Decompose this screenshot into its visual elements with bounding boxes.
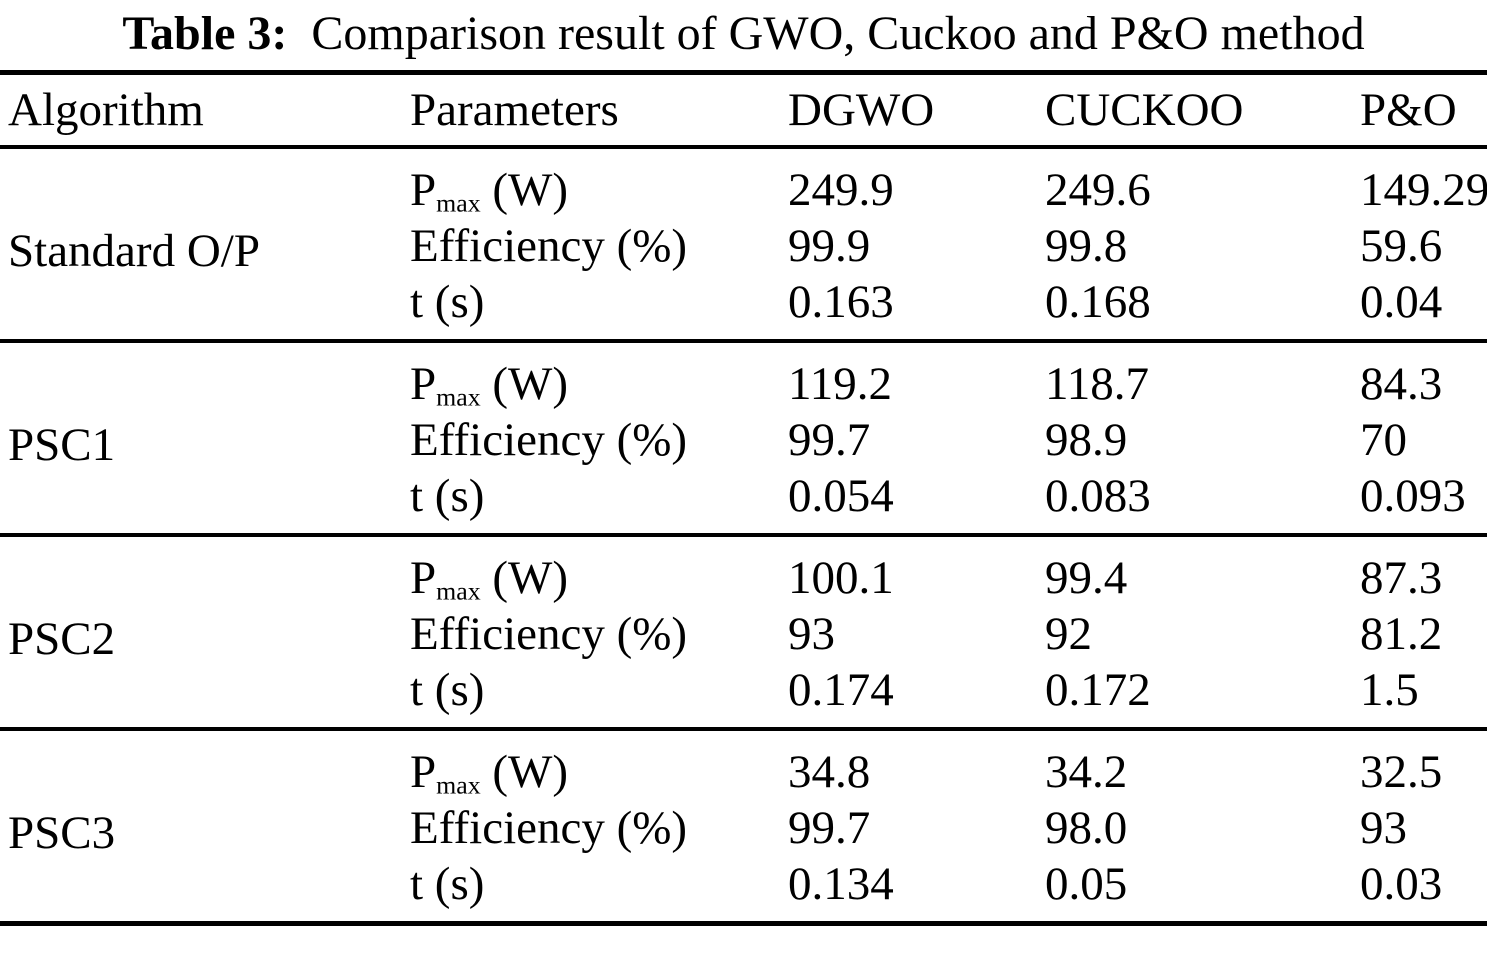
value-cell-cuckoo: 118.7 (1045, 357, 1150, 410)
table-row: Efficiency (%) 99.7 98.0 93 (0, 799, 1487, 857)
value-cell-po: 0.093 (1360, 469, 1466, 522)
value-cell-dgwo: 99.7 (788, 801, 871, 854)
table-row: Efficiency (%) 99.9 99.8 59.6 (0, 217, 1487, 275)
pmax-label: Pmax (W) (410, 551, 569, 605)
header-row: Algorithm Parameters DGWO CUCKOO P&O (0, 73, 1487, 147)
parameter-cell-pmax: Pmax (W) (410, 535, 788, 605)
comparison-table: Algorithm Parameters DGWO CUCKOO P&O Sta… (0, 70, 1487, 926)
parameter-cell-time: t (s) (410, 663, 485, 716)
header-cuckoo: CUCKOO (1045, 83, 1244, 136)
table-row: t (s) 0.163 0.168 0.04 (0, 275, 1487, 341)
value-cell-po: 32.5 (1360, 745, 1443, 798)
algorithm-cell: Standard O/P (8, 224, 260, 277)
value-cell-dgwo: 34.8 (788, 745, 871, 798)
table-row: t (s) 0.054 0.083 0.093 (0, 469, 1487, 535)
value-cell-po: 93 (1360, 801, 1407, 854)
header-parameters: Parameters (410, 83, 619, 136)
pmax-subscript: max (436, 575, 481, 605)
value-cell-dgwo: 0.174 (788, 663, 894, 716)
group-standard-op: Standard O/P Pmax (W) 249.9 249.6 149.29… (0, 147, 1487, 341)
value-cell-po: 87.3 (1360, 551, 1443, 604)
algorithm-cell: PSC3 (8, 806, 116, 859)
header-po: P&O (1360, 83, 1457, 136)
parameter-cell-time: t (s) (410, 857, 485, 910)
value-cell-cuckoo: 0.168 (1045, 275, 1151, 328)
value-cell-cuckoo: 99.8 (1045, 219, 1128, 272)
parameter-cell-time: t (s) (410, 469, 485, 522)
value-cell-cuckoo: 0.083 (1045, 469, 1151, 522)
value-cell-po: 81.2 (1360, 607, 1443, 660)
value-cell-cuckoo: 92 (1045, 607, 1092, 660)
pmax-label: Pmax (W) (410, 163, 569, 217)
parameter-cell-pmax: Pmax (W) (410, 729, 788, 799)
table-row: PSC1 Pmax (W) 119.2 118.7 84.3 (0, 341, 1487, 471)
value-cell-dgwo: 100.1 (788, 551, 894, 604)
value-cell-cuckoo: 249.6 (1045, 163, 1151, 216)
table-row: t (s) 0.134 0.05 0.03 (0, 857, 1487, 924)
table-row: Efficiency (%) 93 92 81.2 (0, 605, 1487, 663)
table-caption-label: Table 3: (122, 7, 288, 60)
group-psc2: PSC2 Pmax (W) 100.1 99.4 87.3 Efficiency… (0, 535, 1487, 729)
value-cell-dgwo: 0.054 (788, 469, 894, 522)
parameter-cell-time: t (s) (410, 275, 485, 328)
parameter-cell-pmax: Pmax (W) (410, 147, 788, 217)
table-caption: Table 3: Comparison result of GWO, Cuckoo… (0, 0, 1487, 70)
value-cell-cuckoo: 0.05 (1045, 857, 1128, 910)
value-cell-po: 59.6 (1360, 219, 1443, 272)
value-cell-po: 1.5 (1360, 663, 1419, 716)
table-row: PSC3 Pmax (W) 34.8 34.2 32.5 (0, 729, 1487, 859)
value-cell-po: 0.03 (1360, 857, 1443, 910)
value-cell-dgwo: 99.7 (788, 413, 871, 466)
table-row: Standard O/P Pmax (W) 249.9 249.6 149.29 (0, 147, 1487, 277)
value-cell-dgwo: 0.163 (788, 275, 894, 328)
group-psc1: PSC1 Pmax (W) 119.2 118.7 84.3 Efficienc… (0, 341, 1487, 535)
algorithm-cell: PSC2 (8, 612, 116, 665)
parameter-cell-efficiency: Efficiency (%) (410, 219, 688, 272)
pmax-subscript: max (436, 769, 481, 799)
parameter-cell-efficiency: Efficiency (%) (410, 801, 688, 854)
value-cell-dgwo: 0.134 (788, 857, 894, 910)
value-cell-dgwo: 93 (788, 607, 835, 660)
table-row: PSC2 Pmax (W) 100.1 99.4 87.3 (0, 535, 1487, 665)
value-cell-cuckoo: 34.2 (1045, 745, 1128, 798)
algorithm-cell: PSC1 (8, 418, 116, 471)
value-cell-po: 149.29 (1360, 163, 1487, 216)
value-cell-cuckoo: 98.9 (1045, 413, 1128, 466)
table-row: t (s) 0.174 0.172 1.5 (0, 663, 1487, 729)
value-cell-po: 84.3 (1360, 357, 1443, 410)
parameter-cell-efficiency: Efficiency (%) (410, 413, 688, 466)
parameter-cell-pmax: Pmax (W) (410, 341, 788, 411)
value-cell-dgwo: 249.9 (788, 163, 894, 216)
value-cell-cuckoo: 99.4 (1045, 551, 1128, 604)
pmax-label: Pmax (W) (410, 745, 569, 799)
table-row: Efficiency (%) 99.7 98.9 70 (0, 411, 1487, 469)
header-dgwo: DGWO (788, 83, 935, 136)
value-cell-po: 70 (1360, 413, 1407, 466)
value-cell-po: 0.04 (1360, 275, 1443, 328)
pmax-subscript: max (436, 381, 481, 411)
pmax-label: Pmax (W) (410, 357, 569, 411)
value-cell-dgwo: 119.2 (788, 357, 893, 410)
value-cell-dgwo: 99.9 (788, 219, 871, 272)
value-cell-cuckoo: 98.0 (1045, 801, 1128, 854)
pmax-subscript: max (436, 187, 481, 217)
table-caption-text: Comparison result of GWO, Cuckoo and P&O… (311, 7, 1365, 60)
table-header: Algorithm Parameters DGWO CUCKOO P&O (0, 73, 1487, 147)
value-cell-cuckoo: 0.172 (1045, 663, 1151, 716)
group-psc3: PSC3 Pmax (W) 34.8 34.2 32.5 Efficiency … (0, 729, 1487, 924)
parameter-cell-efficiency: Efficiency (%) (410, 607, 688, 660)
header-algorithm: Algorithm (8, 83, 204, 136)
